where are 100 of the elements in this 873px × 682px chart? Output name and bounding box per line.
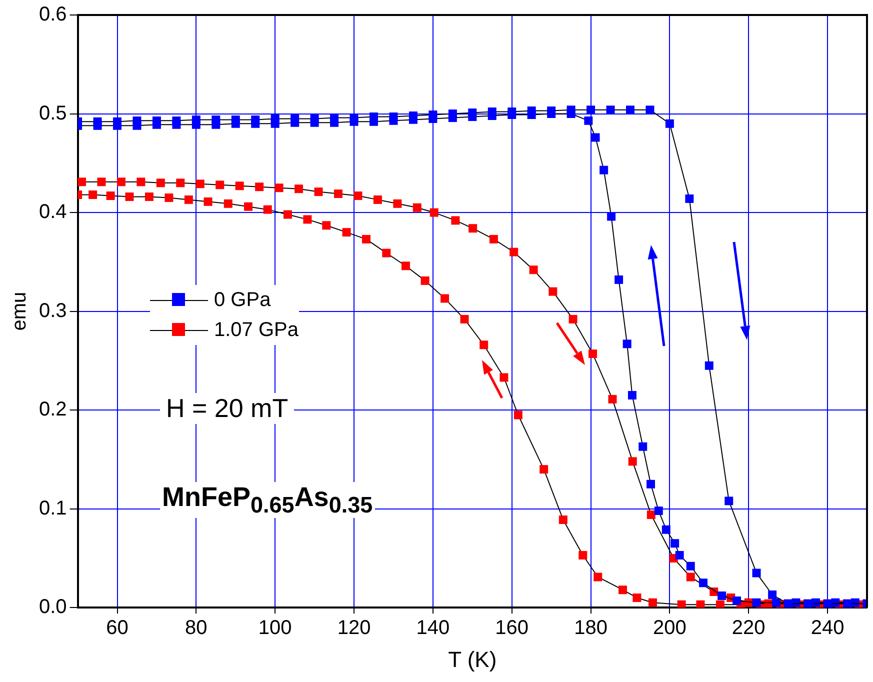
point <box>216 180 224 190</box>
point <box>685 194 694 203</box>
x-tick-label: 100 <box>258 617 292 640</box>
point <box>263 205 272 214</box>
x-tick-label: 80 <box>185 617 208 640</box>
x-tick-label: 160 <box>495 617 529 640</box>
point <box>665 119 674 128</box>
x-tick-label: 60 <box>106 617 128 640</box>
point <box>196 180 204 188</box>
point <box>716 600 724 608</box>
point <box>732 596 742 605</box>
point <box>578 551 588 560</box>
point <box>724 496 734 506</box>
y-tick-label: 0.3 <box>38 300 67 322</box>
y-tick-label: 0.0 <box>38 596 67 618</box>
point <box>172 116 181 125</box>
point <box>354 192 362 200</box>
y-axis-title: emu <box>8 292 31 331</box>
x-tick-label: 180 <box>574 617 608 640</box>
point <box>626 106 634 114</box>
point <box>290 114 300 123</box>
legend-label: 0 GPa <box>214 288 271 312</box>
point <box>192 115 200 124</box>
point <box>116 178 126 186</box>
point <box>600 166 608 174</box>
point <box>125 192 134 201</box>
point <box>547 106 556 116</box>
point <box>704 361 714 370</box>
point <box>408 112 418 120</box>
point <box>632 593 642 602</box>
point <box>488 108 496 116</box>
point <box>638 442 648 451</box>
point <box>529 266 538 274</box>
point <box>548 287 558 296</box>
annotation: MnFeP$_{0.65}$As$_{0.35}$ <box>160 482 375 518</box>
annotation: H = 20 mT <box>160 393 294 424</box>
x-tick-label: 240 <box>810 617 844 640</box>
point <box>468 108 477 118</box>
point <box>224 199 232 208</box>
point <box>342 228 351 237</box>
y-tick-label: 0.4 <box>38 201 67 224</box>
point <box>540 465 548 474</box>
point <box>113 117 122 126</box>
point <box>586 106 596 114</box>
point <box>686 562 695 570</box>
point <box>628 457 637 466</box>
point <box>231 115 240 124</box>
point <box>508 108 516 116</box>
point <box>646 510 656 519</box>
point <box>480 340 488 350</box>
point <box>670 539 680 548</box>
point <box>144 192 154 201</box>
point <box>489 234 498 244</box>
point <box>718 592 726 600</box>
point <box>696 600 705 608</box>
point <box>646 480 656 488</box>
point <box>314 188 323 196</box>
point <box>420 276 430 285</box>
point <box>244 202 253 211</box>
point <box>686 572 695 582</box>
point <box>527 106 536 116</box>
point <box>677 600 686 608</box>
y-tick-label: 0.6 <box>38 4 67 26</box>
x-tick-label: 140 <box>416 617 450 640</box>
point <box>772 598 780 607</box>
point <box>93 117 102 126</box>
point <box>594 572 602 582</box>
point <box>310 114 319 123</box>
point <box>430 208 438 217</box>
point <box>184 195 193 204</box>
point <box>448 110 457 118</box>
point <box>303 215 312 224</box>
point <box>294 184 304 194</box>
point <box>607 212 616 221</box>
point <box>654 506 663 516</box>
point <box>251 115 260 124</box>
point <box>88 190 98 199</box>
point <box>382 248 391 258</box>
point <box>322 221 331 230</box>
point <box>566 106 576 114</box>
point <box>78 178 86 186</box>
point <box>606 106 615 114</box>
point <box>235 182 244 190</box>
point <box>401 262 410 270</box>
point <box>362 234 370 244</box>
point <box>176 178 185 188</box>
point <box>136 178 146 186</box>
point <box>334 190 342 198</box>
point <box>558 515 568 524</box>
point <box>274 184 284 192</box>
point <box>588 350 597 358</box>
point <box>646 106 654 114</box>
point <box>591 133 600 142</box>
point <box>614 275 624 284</box>
x-tick-label: 220 <box>732 617 766 640</box>
point <box>97 178 106 186</box>
point <box>451 216 460 225</box>
point <box>270 114 280 123</box>
point <box>648 598 657 607</box>
y-tick-label: 0.5 <box>38 102 67 124</box>
